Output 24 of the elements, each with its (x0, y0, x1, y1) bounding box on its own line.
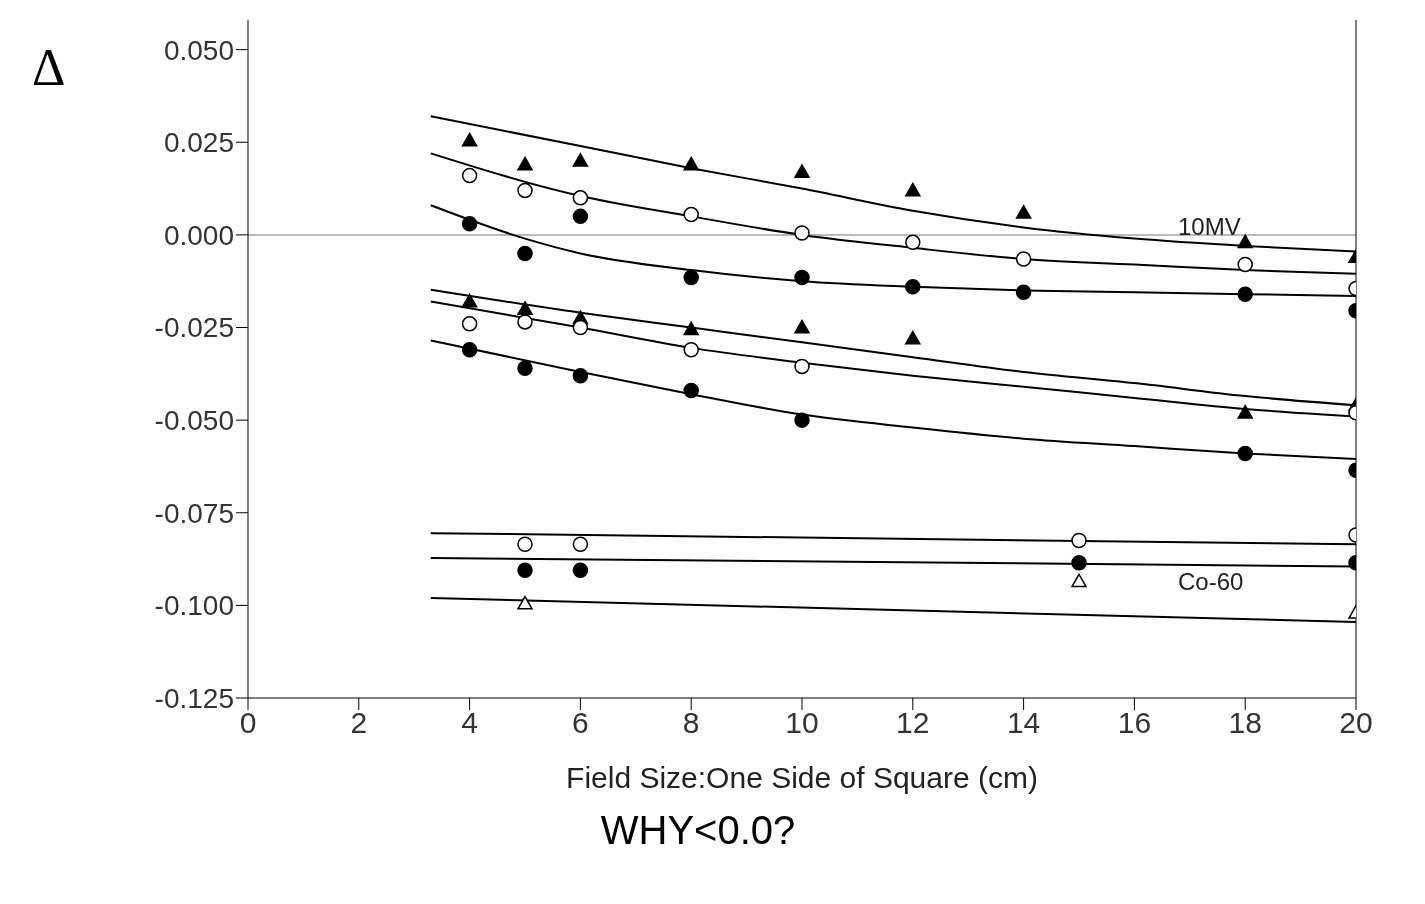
y-tick-label: 0.025 (163, 127, 234, 159)
x-tick-label: 2 (350, 706, 368, 740)
x-tick-label: 6 (572, 706, 589, 740)
y-tick-label: 0.000 (163, 219, 234, 251)
annotation: 10MV (1178, 213, 1241, 241)
y-axis-title: Δ (32, 38, 66, 97)
x-axis-title: Field Size:One Side of Square (cm) (566, 761, 1038, 794)
x-tick-label: 12 (896, 706, 930, 740)
text: WHY<0.0? (599, 808, 797, 853)
y-tick-label: 0.050 (163, 34, 234, 66)
y-tick-label: -0.125 (154, 682, 234, 714)
x-tick-label: 10 (785, 706, 819, 740)
x-tick-label: 18 (1228, 706, 1262, 740)
x-tick-label: 20 (1339, 706, 1373, 740)
x-tick-label: 16 (1117, 706, 1152, 740)
x-tick-label: 4 (461, 706, 478, 740)
y-tick-label: -0.025 (154, 312, 234, 344)
y-tick-label: -0.075 (154, 497, 234, 529)
x-tick-label: 8 (682, 706, 700, 740)
x-tick-label: 14 (1006, 706, 1041, 740)
x-tick-label: 0 (239, 706, 257, 740)
y-tick-label: -0.050 (154, 405, 234, 437)
annotation: Co-60 (1178, 568, 1244, 596)
y-tick-label: -0.100 (154, 590, 234, 622)
